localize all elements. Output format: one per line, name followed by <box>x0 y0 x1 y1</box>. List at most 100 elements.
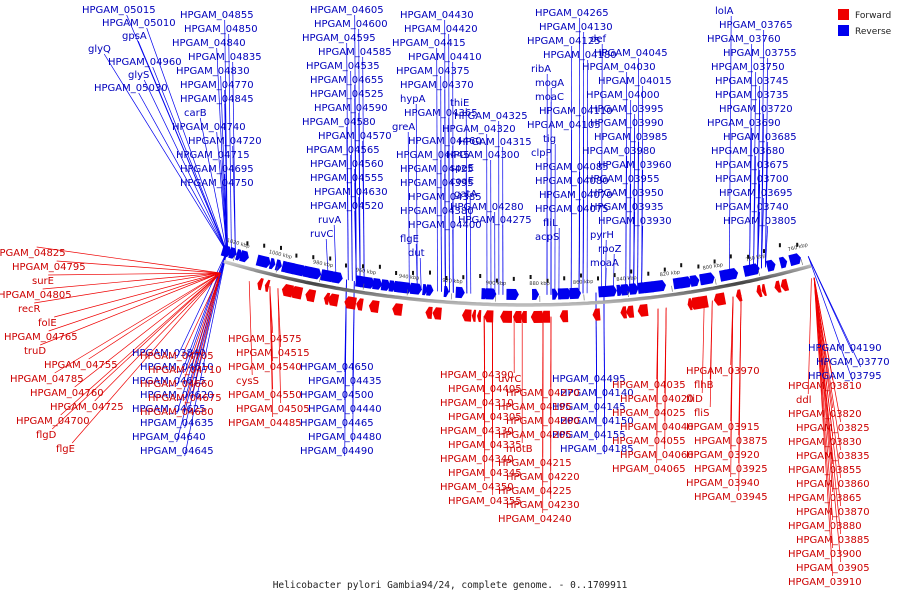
forward-gene-label: HPGAM_04215 <box>498 458 572 469</box>
reverse-gene-label: HPGAM_03735 <box>715 90 789 101</box>
forward-gene-arrow <box>500 311 512 323</box>
forward-gene-label: HPGAM_04200 <box>506 416 580 427</box>
forward-gene-label: HPGAM_04060 <box>620 450 694 461</box>
reverse-gene-label: ruvC <box>310 229 333 240</box>
reverse-gene-label: HPGAM_03960 <box>598 160 672 171</box>
forward-gene-arrow <box>593 308 601 320</box>
reverse-gene-label: hypA <box>400 94 426 105</box>
forward-gene-label: HPGAM_04680 <box>140 407 214 418</box>
forward-gene-label: ddl <box>796 395 811 406</box>
forward-leader-line <box>43 273 221 289</box>
reverse-gene-label: HPGAM_04275 <box>458 215 532 226</box>
forward-gene-label: uvrC <box>498 374 521 385</box>
forward-gene-arrow <box>714 292 726 305</box>
legend-forward-label: Forward <box>855 11 891 21</box>
scale-tick-label: 960 kbp <box>355 267 376 276</box>
reverse-gene-label: HPGAM_04015 <box>598 76 672 87</box>
reverse-gene-label: HPGAM_03950 <box>590 188 664 199</box>
reverse-gene-label: glyS <box>128 70 149 81</box>
forward-gene-label: HPGAM_03920 <box>686 450 760 461</box>
forward-gene-arrow <box>638 304 649 317</box>
forward-gene-label: folE <box>38 318 57 329</box>
reverse-gene-arrow <box>455 287 464 298</box>
reverse-gene-label: HPGAM_03805 <box>723 216 797 227</box>
reverse-gene-label: HPGAM_04375 <box>396 66 470 77</box>
reverse-gene-arrow <box>652 280 667 292</box>
forward-gene-label: HPGAM_04505 <box>236 404 310 415</box>
reverse-gene-label: HPGAM_04320 <box>442 124 516 135</box>
forward-gene-arrow <box>484 310 494 322</box>
feature-mark <box>597 276 599 280</box>
reverse-gene-label: HPGAM_05010 <box>102 18 176 29</box>
forward-gene-label: HPGAM_04825 <box>0 248 66 259</box>
reverse-gene-arrow <box>724 268 739 281</box>
reverse-gene-label: lolA <box>715 6 734 17</box>
reverse-gene-label: HPGAM_04855 <box>180 10 254 21</box>
reverse-gene-label: HPGAM_04435 <box>308 376 382 387</box>
forward-gene-label: HPGAM_04710 <box>148 365 222 376</box>
forward-gene-label: HPGAM_04755 <box>44 360 118 371</box>
forward-gene-arrow <box>369 300 380 313</box>
reverse-gene-arrow <box>552 289 558 300</box>
reverse-gene-label: HPGAM_04960 <box>108 57 182 68</box>
forward-gene-label: HPGAM_04055 <box>612 436 686 447</box>
legend-reverse-label: Reverse <box>855 27 892 37</box>
forward-gene-label: HPGAM_03925 <box>694 464 768 475</box>
forward-gene-label: HPGAM_03830 <box>788 437 862 448</box>
forward-gene-label: HPGAM_04540 <box>228 362 302 373</box>
forward-leader-line <box>249 281 252 375</box>
reverse-gene-label: HPGAM_04695 <box>180 164 254 175</box>
forward-gene-label: HPGAM_04485 <box>228 418 302 429</box>
forward-gene-label: HPGAM_03900 <box>788 549 862 560</box>
legend: Forward Reverse <box>838 9 892 37</box>
reverse-gene-label: carB <box>184 108 207 119</box>
forward-gene-label: HPGAM_04805 <box>0 290 72 301</box>
reverse-gene-label: moaC <box>535 92 564 103</box>
reverse-gene-label: acpS <box>535 232 559 243</box>
reverse-leader-line <box>420 258 421 290</box>
feature-mark <box>395 271 397 275</box>
reverse-gene-label: HPGAM_04500 <box>300 390 374 401</box>
forward-gene-label: HPGAM_03905 <box>796 563 870 574</box>
reverse-gene-label: HPGAM_04570 <box>318 131 392 142</box>
scale-tick-label: 800 kbp <box>702 262 723 272</box>
forward-gene-label: HPGAM_04040 <box>620 422 694 433</box>
reverse-gene-label: HPGAM_03760 <box>707 34 781 45</box>
forward-gene-arrow <box>477 310 481 322</box>
forward-gene-label: flhB <box>694 380 714 391</box>
feature-mark <box>345 264 347 268</box>
genome-caption: Helicobacter pylori Gambia94/24, complet… <box>273 580 628 591</box>
reverse-gene-label: HPGAM_04740 <box>172 122 246 133</box>
feature-mark <box>429 271 431 275</box>
reverse-gene-arrow <box>410 283 422 295</box>
reverse-gene-arrow <box>372 278 382 290</box>
reverse-gene-label: HPGAM_04490 <box>300 446 374 457</box>
reverse-gene-label: HPGAM_04750 <box>180 178 254 189</box>
forward-gene-label: HPGAM_03940 <box>686 478 760 489</box>
scale-tick-mark <box>715 279 716 285</box>
reverse-gene-arrow <box>603 285 617 297</box>
reverse-gene-label: HPGAM_04650 <box>300 362 374 373</box>
reverse-gene-label: HPGAM_04535 <box>306 61 380 72</box>
forward-leader-line <box>49 273 221 331</box>
reverse-gene-label: greA <box>392 122 415 133</box>
reverse-gene-label: HPGAM_04585 <box>318 47 392 58</box>
reverse-gene-label: HPGAM_04850 <box>184 24 258 35</box>
reverse-gene-label: HPGAM_04580 <box>302 117 376 128</box>
forward-gene-arrow <box>775 281 782 293</box>
reverse-gene-arrow <box>360 276 374 288</box>
reverse-gene-label: ribA <box>531 64 551 75</box>
reverse-leader-line <box>334 225 336 278</box>
forward-gene-label: HPGAM_04230 <box>506 500 580 511</box>
forward-gene-label: HPGAM_03835 <box>796 451 870 462</box>
reverse-gene-label: HPGAM_04590 <box>314 103 388 114</box>
reverse-gene-label: HPGAM_03935 <box>590 202 664 213</box>
forward-gene-label: truD <box>24 346 46 357</box>
feature-mark <box>563 276 565 280</box>
reverse-gene-label: HPGAM_04655 <box>310 75 384 86</box>
reverse-gene-label: HPGAM_04845 <box>180 94 254 105</box>
reverse-gene-arrow <box>532 289 539 300</box>
feature-mark <box>779 243 781 247</box>
feature-mark <box>630 270 632 274</box>
reverse-gene-label: HPGAM_03745 <box>715 76 789 87</box>
